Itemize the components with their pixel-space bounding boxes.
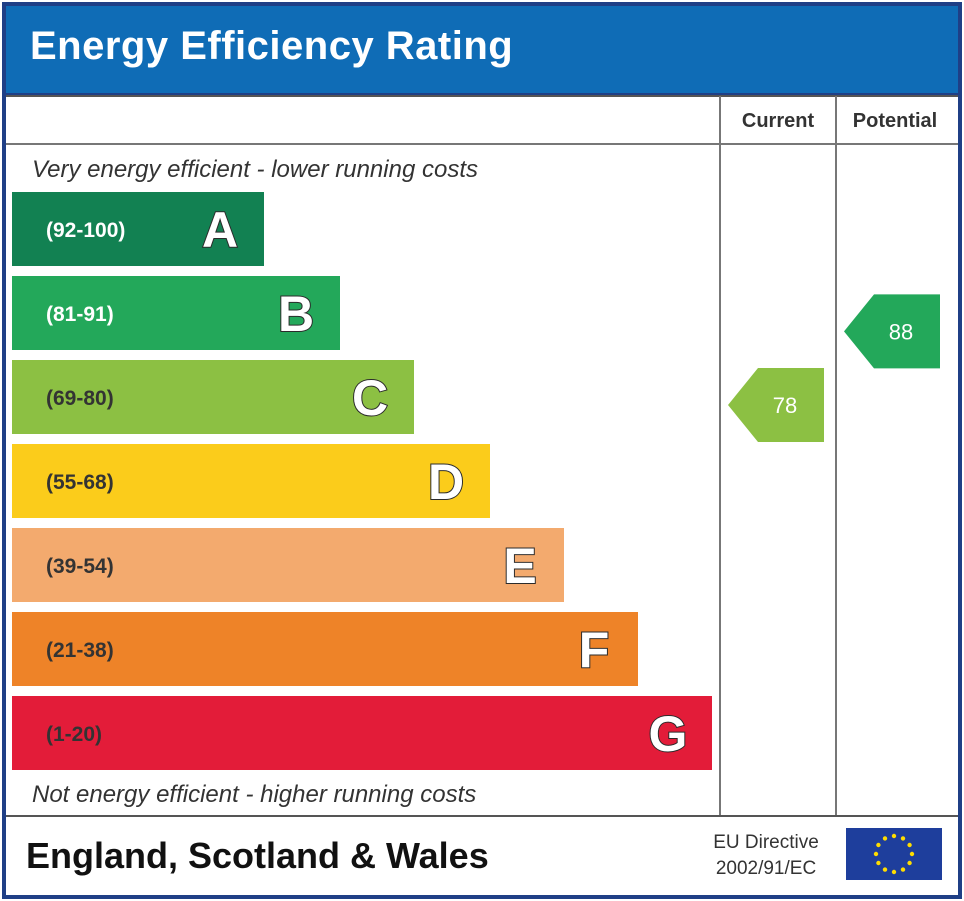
region-label: England, Scotland & Wales — [26, 835, 489, 876]
column-header-current: Current — [742, 110, 815, 132]
potential-rating-arrow — [844, 294, 940, 369]
current-rating-value: 78 — [773, 393, 797, 418]
scale-top-label: Very energy efficient - lower running co… — [32, 156, 478, 183]
eu-flag-star — [909, 851, 915, 857]
scale-bottom-label: Not energy efficient - higher running co… — [32, 781, 476, 808]
band-e-range: (39-54) — [46, 555, 114, 578]
band-f-range: (21-38) — [46, 639, 114, 662]
eu-flag-star — [876, 860, 881, 866]
band-a-range: (92-100) — [46, 219, 125, 242]
band-e-letter: E — [503, 538, 536, 594]
band-c-bar — [12, 360, 414, 434]
rating-pointers: 78 88 — [728, 294, 940, 442]
band-b-range: (81-91) — [46, 303, 114, 326]
band-f-bar — [12, 612, 638, 686]
eu-flag-star — [891, 869, 897, 875]
band-a-bar — [12, 192, 264, 266]
eu-flag-star — [882, 867, 888, 872]
eu-directive-number: 2002/91/EC — [716, 858, 816, 879]
eu-flag-star — [876, 842, 881, 848]
band-d-range: (55-68) — [46, 471, 114, 494]
table-grid — [6, 95, 958, 817]
eu-flag-star — [907, 860, 912, 866]
band-b-letter: B — [278, 286, 314, 342]
rating-bands: (92-100) A (81-91) B (69-80) C (55-68) D (39-54)… — [12, 192, 712, 770]
band-c-letter: C — [352, 370, 388, 426]
eu-flag-star — [873, 851, 879, 857]
band-a-letter: A — [202, 202, 238, 258]
band-d-letter: D — [428, 454, 464, 510]
current-rating-arrow — [728, 368, 824, 442]
potential-rating-value: 88 — [889, 319, 913, 344]
header-bar: Energy Efficiency Rating — [6, 6, 958, 96]
band-g-letter: G — [649, 706, 688, 762]
eu-flag-star — [907, 842, 912, 848]
band-g-bar — [12, 696, 712, 770]
eu-directive-label: EU Directive — [713, 832, 819, 853]
column-header-potential: Potential — [853, 110, 937, 132]
band-g-range: (1-20) — [46, 723, 102, 746]
eu-flag-star — [882, 836, 888, 841]
band-f-letter: F — [579, 622, 610, 678]
band-b-bar — [12, 276, 340, 350]
eu-flag-star — [891, 833, 897, 839]
band-d-bar — [12, 444, 490, 518]
eu-flag-star — [900, 836, 906, 841]
rating-chart: Current Potential Very energy efficient … — [6, 95, 958, 880]
chart-title: Energy Efficiency Rating — [30, 24, 514, 68]
eu-flag-star — [900, 867, 906, 872]
eu-flag-icon — [846, 828, 942, 880]
band-e-bar — [12, 528, 564, 602]
band-c-range: (69-80) — [46, 387, 114, 410]
